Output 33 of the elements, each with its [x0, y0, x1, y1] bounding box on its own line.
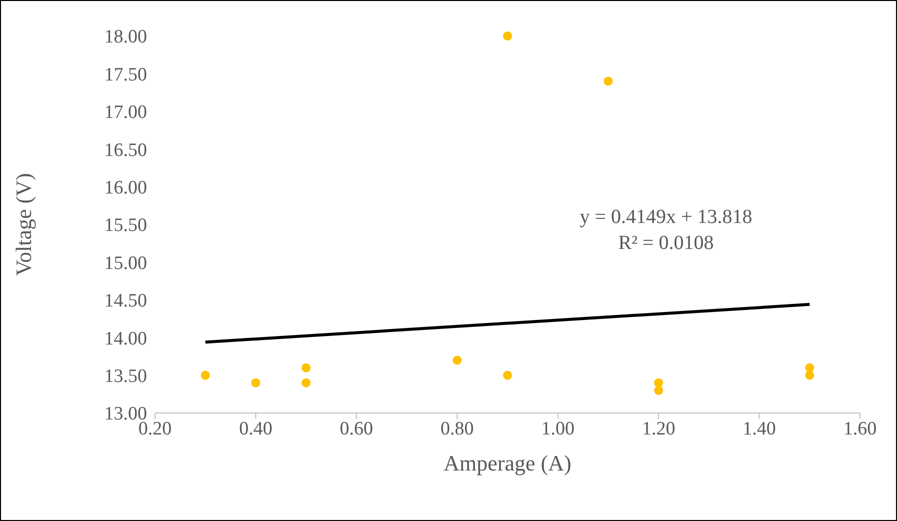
y-tick-label: 16.00 — [104, 178, 147, 199]
point — [251, 378, 260, 388]
x-tick-label: 1.20 — [642, 418, 676, 440]
y-tick-label: 16.50 — [104, 140, 147, 161]
y-tick-label: 14.00 — [104, 328, 147, 350]
point — [604, 76, 613, 86]
y-tick-label: 15.00 — [104, 252, 147, 274]
y-tick-label: 18.00 — [104, 26, 147, 48]
y-tick-label: 15.50 — [104, 215, 147, 236]
annotation: y = 0.4149x + 13.818 — [578, 205, 754, 230]
point — [452, 356, 462, 365]
x-tick-label: 1.60 — [843, 418, 877, 440]
x-tick-label: 0.60 — [340, 418, 374, 440]
y-tick-label: 13.50 — [104, 366, 147, 388]
x-tick-label: 0.40 — [239, 418, 272, 440]
point — [302, 378, 311, 388]
point — [654, 378, 664, 388]
y-axis-title: Voltage (V) — [10, 173, 36, 276]
y-tick-label: 14.50 — [104, 290, 147, 312]
point — [805, 363, 814, 372]
x-tick-label: 1.40 — [742, 418, 776, 440]
point — [654, 386, 664, 395]
point — [805, 370, 814, 380]
y-tick-label: 17.00 — [104, 102, 147, 124]
x-axis-title: Amperage (A) — [444, 450, 572, 476]
point — [200, 370, 210, 380]
point — [502, 370, 512, 380]
y-tick-label: 17.50 — [104, 64, 147, 86]
point — [502, 31, 512, 41]
x-tick-label: 1.00 — [541, 418, 574, 440]
point — [302, 363, 311, 372]
x-tick-label: 0.80 — [440, 418, 474, 440]
annotation: R² = 0.0108 — [617, 231, 715, 256]
